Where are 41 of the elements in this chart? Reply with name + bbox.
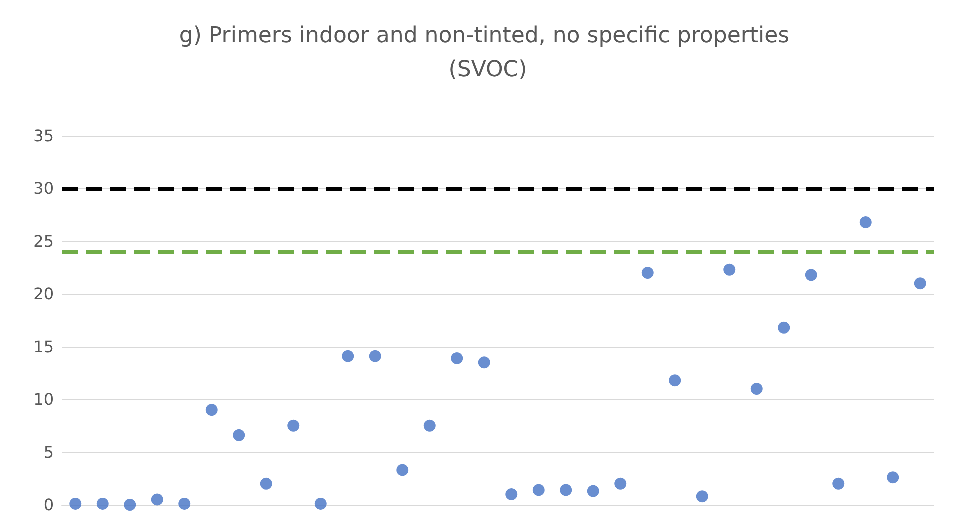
point xyxy=(750,383,763,396)
point xyxy=(96,498,109,510)
point xyxy=(451,352,464,364)
point xyxy=(560,484,572,496)
point xyxy=(478,356,490,369)
point xyxy=(151,494,164,506)
point xyxy=(887,472,900,484)
point xyxy=(614,478,627,490)
point xyxy=(832,478,845,490)
point xyxy=(778,322,790,334)
chart-title: g) Primers indoor and non-tinted, no specific properties (SVOC) xyxy=(179,24,797,82)
point xyxy=(342,350,354,362)
point xyxy=(914,278,926,290)
y-tick-label: 25 xyxy=(34,232,54,251)
point xyxy=(696,490,708,503)
y-tick-label: 20 xyxy=(34,284,54,304)
point xyxy=(805,269,818,282)
point xyxy=(178,498,191,510)
point xyxy=(506,488,518,500)
point xyxy=(642,267,654,280)
point xyxy=(206,404,218,416)
point xyxy=(70,498,82,510)
point xyxy=(288,420,300,432)
point xyxy=(724,264,736,276)
point xyxy=(669,374,682,387)
y-tick-label: 10 xyxy=(34,390,54,410)
y-tick-label: 15 xyxy=(34,337,54,356)
y-tick-label: 5 xyxy=(44,442,54,462)
point xyxy=(124,499,136,511)
point xyxy=(860,216,872,228)
point xyxy=(532,484,545,496)
point xyxy=(233,429,246,442)
point xyxy=(396,464,409,476)
point xyxy=(260,478,272,490)
y-tick-label: 30 xyxy=(34,179,54,198)
point xyxy=(314,498,327,510)
point xyxy=(369,350,382,362)
point xyxy=(424,420,436,432)
y-tick-label: 35 xyxy=(34,126,54,146)
y-tick-label: 0 xyxy=(44,496,54,514)
point xyxy=(587,485,600,498)
